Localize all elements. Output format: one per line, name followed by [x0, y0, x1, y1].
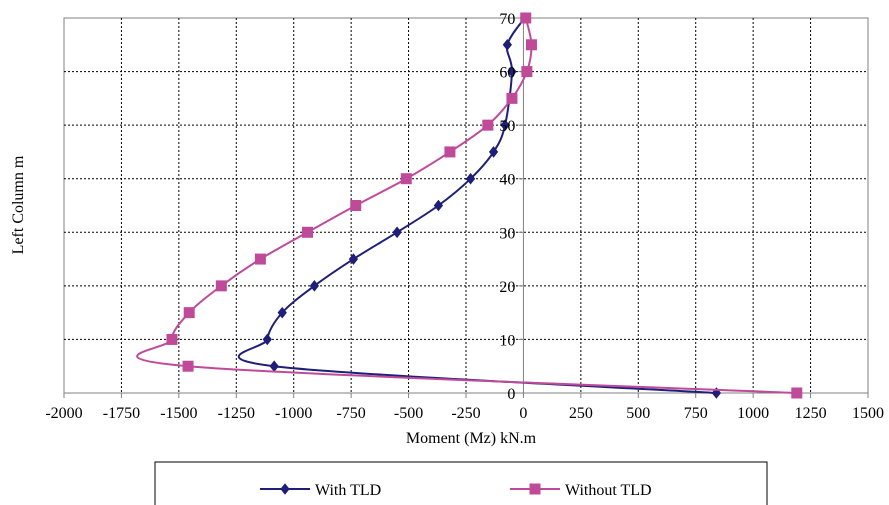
x-tick-label: 500 [626, 405, 650, 422]
data-point [433, 199, 444, 212]
x-axis-title: Moment (Mz) kN.m [406, 430, 537, 447]
x-tick-label: -500 [394, 405, 423, 422]
data-point [348, 253, 359, 265]
data-point [502, 38, 512, 51]
x-tick-label: -2000 [45, 405, 82, 422]
x-tick-label: -750 [336, 405, 365, 422]
legend-label-with-tld: With TLD [315, 482, 381, 499]
data-point [277, 306, 287, 319]
data-point [301, 226, 313, 238]
x-tick-label: -1250 [218, 405, 255, 422]
y-tick-label: 40 [499, 172, 515, 189]
data-point [521, 66, 533, 78]
data-point [309, 280, 320, 292]
tick-labels: -2000 -1750 -1500 -1250 -1000 -750 -500 -250 0 25… [45, 11, 884, 422]
data-point [166, 333, 178, 345]
data-point [506, 92, 518, 104]
data-point [350, 200, 362, 211]
y-tick-label: 70 [499, 11, 515, 28]
data-point [488, 146, 499, 158]
series-without-tld [136, 12, 803, 399]
y-tick-label: 60 [499, 65, 515, 82]
x-tick-label: -1750 [103, 405, 140, 422]
y-tick-label: 50 [499, 118, 515, 135]
legend-square-icon [529, 483, 541, 495]
x-tick-label: 1250 [795, 405, 827, 422]
data-point [520, 12, 532, 24]
legend-label-without-tld: Without TLD [565, 482, 652, 499]
data-point [215, 280, 227, 292]
data-point [392, 226, 402, 239]
y-axis-title: Left Column m [10, 155, 27, 254]
data-point [507, 65, 517, 78]
grid [64, 18, 868, 393]
legend-diamond-icon [280, 483, 290, 495]
legend-box [154, 461, 768, 505]
x-tick-label: 250 [569, 405, 593, 422]
data-point [262, 333, 272, 346]
series-layer [136, 12, 803, 399]
data-point [465, 172, 476, 185]
legend: With TLD Without TLD [154, 461, 768, 505]
data-point [500, 119, 510, 131]
y-tick-label: 20 [499, 279, 515, 296]
data-point [183, 307, 195, 319]
data-point [525, 39, 537, 51]
x-tick-label: -250 [451, 405, 480, 422]
y-tick-label: 0 [507, 386, 515, 403]
data-point [400, 173, 412, 185]
data-point [444, 146, 456, 158]
x-tick-label: 1000 [737, 405, 769, 422]
x-tick-label: -1000 [275, 405, 312, 422]
data-point [254, 253, 266, 265]
legend-marker-without-tld [529, 483, 541, 495]
data-point [791, 387, 803, 399]
data-point [182, 360, 194, 372]
x-tick-label: 0 [519, 405, 527, 422]
x-tick-label: -1500 [160, 405, 197, 422]
y-tick-label: 30 [499, 225, 515, 242]
data-point [482, 119, 494, 131]
x-tick-label: 1500 [852, 405, 884, 422]
legend-marker-with-tld [280, 483, 290, 495]
y-tick-label: 10 [499, 332, 515, 349]
x-tick-label: 750 [684, 405, 708, 422]
